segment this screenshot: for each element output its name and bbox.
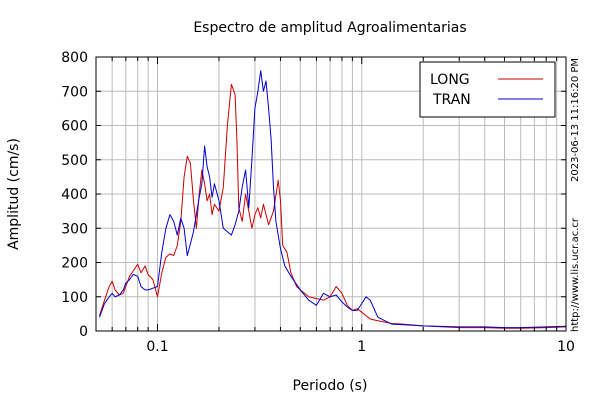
- y-tick-label: 800: [61, 50, 88, 66]
- x-tick-label: 10: [557, 339, 575, 355]
- series-lines: [99, 70, 567, 329]
- x-axis-label: Periodo (s): [293, 378, 368, 394]
- y-tick-label: 500: [61, 153, 88, 169]
- legend: LONG TRAN: [419, 61, 556, 118]
- legend-box: [419, 61, 556, 118]
- y-tick-label: 600: [61, 119, 88, 135]
- y-tick-label: 300: [61, 221, 88, 237]
- chart-title: Espectro de amplitud Agroalimentarias: [193, 20, 466, 36]
- url-annotation: http://www.lis.ucr.ac.cr: [570, 217, 581, 332]
- x-tick-label: 1: [357, 339, 366, 355]
- y-tick-label: 100: [61, 290, 88, 306]
- series-line-long: [99, 83, 567, 329]
- y-tick-label: 700: [61, 84, 88, 100]
- legend-label-long: LONG: [430, 72, 470, 88]
- timestamp-annotation: 2023-06-13 11:16:20 PM: [570, 58, 581, 182]
- grid: [95, 56, 567, 332]
- y-tick-label: 400: [61, 187, 88, 203]
- legend-label-tran: TRAN: [432, 92, 471, 108]
- y-axis-label: Amplitud (cm/s): [6, 138, 22, 250]
- y-tick-label: 200: [61, 256, 88, 272]
- x-tick-label: 0.1: [146, 339, 168, 355]
- axis-ticks: 0 100 200 300 400 500 600 700 800 0.1 1 10: [61, 50, 575, 355]
- y-tick-label: 0: [79, 324, 88, 340]
- series-line-tran: [99, 70, 567, 329]
